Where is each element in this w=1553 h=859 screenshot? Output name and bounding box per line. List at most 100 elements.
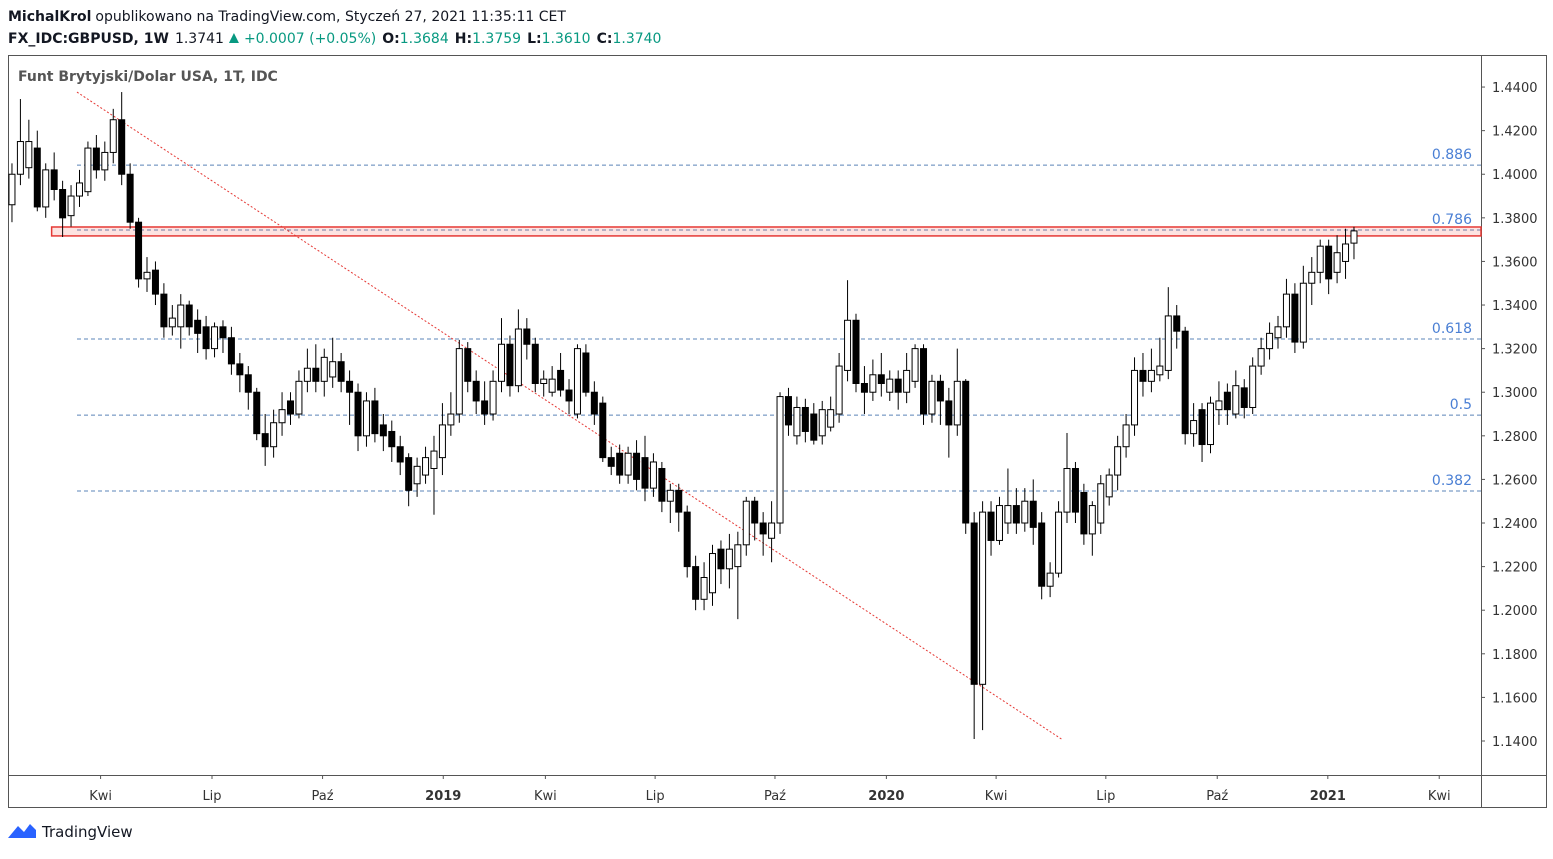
candle-body <box>261 433 269 448</box>
candle-body <box>388 430 396 448</box>
candle-body <box>1097 483 1105 524</box>
candle-body <box>422 457 430 476</box>
candle-body <box>860 383 868 393</box>
candle-body <box>624 452 632 476</box>
x-tick-label: Kwi <box>89 789 112 804</box>
candle-body <box>1139 369 1147 382</box>
candle-body <box>1215 400 1223 411</box>
candle-body <box>455 348 463 415</box>
candle-body <box>590 391 598 415</box>
candle-body <box>236 363 244 376</box>
candle-body <box>725 548 733 570</box>
candle-body <box>168 317 176 328</box>
candle-body <box>286 400 294 415</box>
candle-body <box>312 367 320 382</box>
candle-body <box>329 361 337 378</box>
candle-body <box>447 413 455 426</box>
candle-body <box>742 500 750 546</box>
candle-body <box>160 293 168 328</box>
candle-body <box>911 348 919 382</box>
candle-body <box>599 402 607 459</box>
candle-body <box>1291 293 1299 343</box>
candle-body <box>970 522 978 685</box>
candle-body <box>658 468 666 502</box>
candle-body <box>692 566 700 600</box>
candle-body <box>573 348 581 415</box>
candle-body <box>827 409 835 428</box>
candle-body <box>464 348 472 382</box>
candle-body <box>1071 468 1079 513</box>
close: 1.3740 <box>612 31 661 47</box>
candle-body <box>514 328 522 387</box>
candle-body <box>84 147 92 193</box>
x-tick-label: Lip <box>1096 789 1115 804</box>
y-tick-label: 1.3400 <box>1492 299 1538 314</box>
fib-label: 0.5 <box>1450 397 1472 413</box>
candle-body <box>489 380 497 415</box>
candle-body <box>1012 505 1020 524</box>
candle-body <box>793 406 801 437</box>
candle-body <box>1308 271 1316 284</box>
brand: TradingView <box>41 823 133 841</box>
y-tick-label: 1.1400 <box>1492 735 1538 750</box>
candle-body <box>126 173 134 223</box>
symbol: FX_IDC:GBPUSD, 1W <box>8 31 169 47</box>
candle-body <box>1333 252 1341 273</box>
candle-body <box>810 413 818 441</box>
candle-body <box>244 374 252 393</box>
candle-body <box>936 380 944 402</box>
candle-body <box>920 348 928 415</box>
candle-body <box>1266 332 1274 350</box>
candle-body <box>995 505 1003 541</box>
candle-body <box>1282 293 1290 328</box>
x-tick-label: Lip <box>202 789 221 804</box>
candle-body <box>531 343 539 385</box>
candle-body <box>33 147 41 208</box>
candle-body <box>320 356 328 382</box>
candle-body <box>1029 500 1037 528</box>
candle-body <box>751 500 759 524</box>
candle-body <box>886 378 894 393</box>
candle-body <box>548 378 556 393</box>
candle-body <box>607 457 615 467</box>
y-tick-label: 1.3000 <box>1492 386 1538 401</box>
y-tick-label: 1.4000 <box>1492 168 1538 183</box>
candle-body <box>1342 243 1350 262</box>
high: 1.3759 <box>472 31 521 47</box>
candle-body <box>852 319 860 385</box>
candle-body <box>953 380 961 426</box>
candle-body <box>1249 365 1257 408</box>
x-tick-label: Paź <box>312 789 334 804</box>
candle-body <box>1004 505 1012 524</box>
x-tick-label: Kwi <box>534 789 557 804</box>
y-tick-label: 1.1600 <box>1492 691 1538 706</box>
candle-body <box>928 380 936 415</box>
candle-body <box>582 352 590 393</box>
candle-body <box>337 361 345 382</box>
candle-body <box>498 343 506 382</box>
y-tick-label: 1.1800 <box>1492 648 1538 663</box>
candle-body <box>1257 348 1265 367</box>
candle-body <box>1080 491 1088 535</box>
candle-body <box>784 396 792 426</box>
y-tick-label: 1.4400 <box>1492 81 1538 96</box>
candle-body <box>844 319 852 371</box>
open-label: O: <box>382 31 400 47</box>
candle-body <box>438 424 446 459</box>
candle-body <box>472 380 480 402</box>
candle-body <box>1325 245 1333 280</box>
candle-body <box>1240 387 1248 408</box>
y-tick-label: 1.2400 <box>1492 517 1538 532</box>
candle-body <box>1147 369 1155 382</box>
candle-body <box>945 400 953 426</box>
candle-body <box>270 422 278 448</box>
candle-body <box>202 326 210 350</box>
candle-body <box>1232 385 1240 415</box>
y-tick-label: 1.3800 <box>1492 212 1538 227</box>
y-tick-label: 1.2000 <box>1492 604 1538 619</box>
header-line-2: FX_IDC:GBPUSD, 1W 1.3741 +0.0007 (+0.05%) O… <box>8 31 661 47</box>
candle-body <box>135 221 143 280</box>
y-tick-label: 1.3200 <box>1492 343 1538 358</box>
x-tick-label: Kwi <box>985 789 1008 804</box>
